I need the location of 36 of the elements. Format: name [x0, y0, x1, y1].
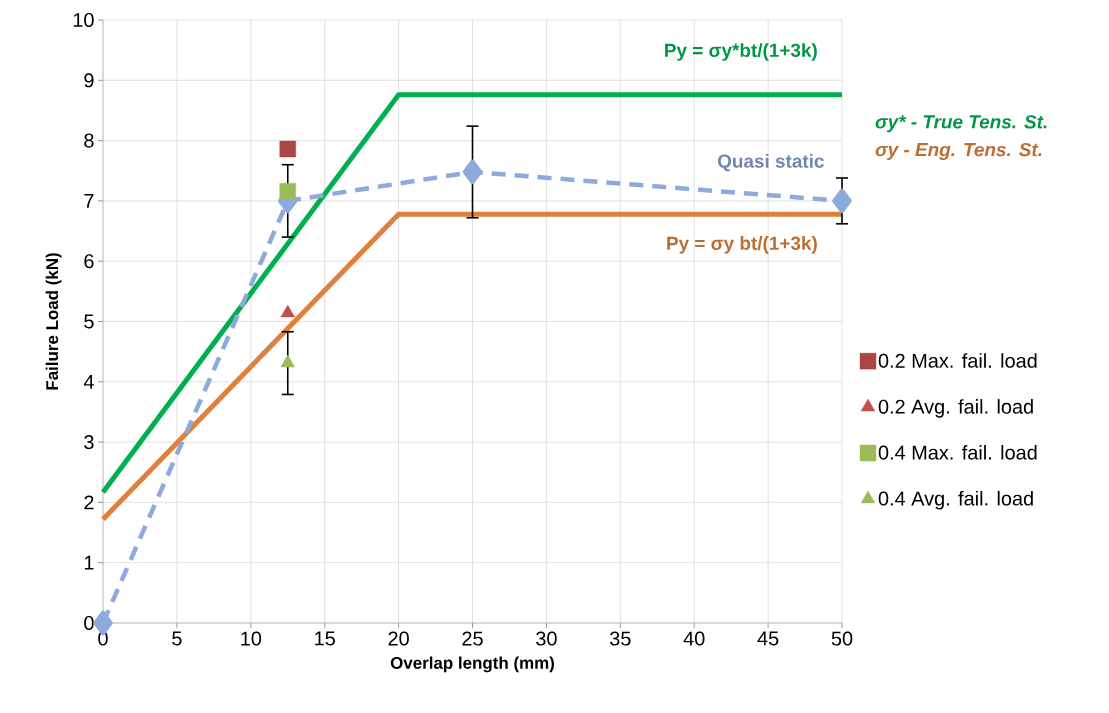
y-axis-title: Failure Load (kN)	[45, 253, 62, 390]
x-tick-label: 35	[609, 631, 631, 646]
point	[832, 188, 852, 214]
annotation: Py = σy bt/(1+3k)	[667, 236, 817, 254]
y-tick-label: 8	[84, 133, 94, 148]
y-tick-label: 7	[84, 194, 94, 208]
x-tick-label: 45	[757, 631, 779, 646]
y-tick-label: 3	[84, 435, 94, 450]
y-tick-label: 0	[84, 615, 94, 631]
y-tick-label: 4	[83, 374, 94, 389]
legend-label: 0.2 Avg. fail. load	[878, 399, 1033, 418]
text: σy* - True Tens. St.	[875, 115, 1047, 133]
x-tick-label: 40	[683, 631, 705, 646]
y-tick-label: 5	[84, 314, 94, 329]
x-tick-label: 20	[388, 631, 409, 646]
series-label: Quasi static	[717, 153, 824, 172]
legend-label: 0.4 Avg. fail. load	[878, 490, 1033, 510]
annotation: Py = σy*bt/(1+3k)	[665, 43, 817, 61]
y-tick-label: 6	[84, 254, 94, 269]
x-tick-label: 50	[831, 631, 853, 646]
y-tick-label: 2	[84, 495, 94, 510]
x-tick-label: 30	[536, 631, 557, 646]
text: σy - Eng. Tens. St.	[875, 142, 1042, 161]
y-tick-label: 9	[84, 73, 94, 88]
x-tick-label: 10	[241, 631, 262, 646]
y-tick-label: 1	[84, 555, 94, 570]
x-tick-label: 25	[462, 631, 483, 646]
x-tick-label: 15	[315, 631, 335, 646]
point	[462, 159, 483, 185]
x-tick-label: 5	[172, 631, 182, 646]
point	[279, 140, 296, 158]
x-axis-title: Overlap length (mm)	[390, 656, 554, 673]
legend-label: 0.2 Max. fail. load	[878, 353, 1037, 368]
point	[279, 183, 296, 200]
y-tick-label: 10	[73, 12, 94, 28]
legend-label: 0.4 Max. fail. load	[878, 445, 1037, 460]
